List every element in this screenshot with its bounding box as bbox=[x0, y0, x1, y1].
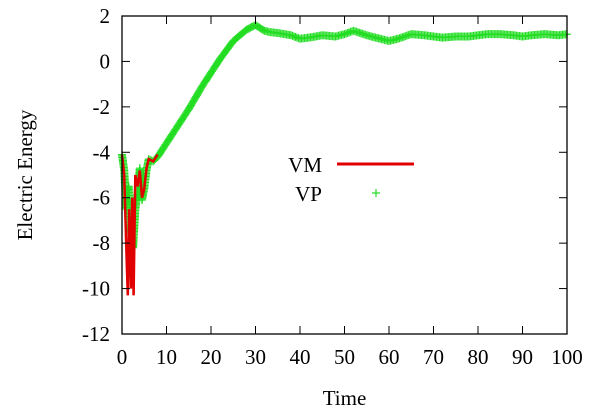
x-tick-label: 10 bbox=[156, 345, 177, 369]
series-vm-line bbox=[120, 153, 159, 296]
legend-vp-marker bbox=[372, 189, 380, 197]
y-axis-label: Electric Energy bbox=[13, 109, 37, 240]
x-tick-label: 70 bbox=[423, 345, 444, 369]
legend: VM VP bbox=[288, 153, 414, 206]
x-tick-label: 0 bbox=[117, 345, 128, 369]
x-axis-label: Time bbox=[323, 386, 367, 410]
plot-frame bbox=[121, 15, 568, 335]
legend-label-vp: VP bbox=[295, 182, 322, 206]
y-tick-label: 0 bbox=[100, 49, 111, 73]
x-tick-label: 100 bbox=[551, 345, 583, 369]
y-tick-label: -8 bbox=[93, 231, 111, 255]
y-tick-label: -6 bbox=[93, 186, 111, 210]
x-tick-label: 90 bbox=[512, 345, 533, 369]
y-tick-label: -10 bbox=[82, 277, 110, 301]
legend-swatch-vp bbox=[372, 189, 380, 197]
y-tick-label: -4 bbox=[93, 140, 111, 164]
y-tick-label: 2 bbox=[100, 4, 111, 28]
x-tick-label: 40 bbox=[290, 345, 311, 369]
y-tick-label: -2 bbox=[93, 95, 111, 119]
x-tick-label: 80 bbox=[468, 345, 489, 369]
series-vp bbox=[118, 21, 571, 252]
x-tick-label: 50 bbox=[334, 345, 355, 369]
data-layer bbox=[118, 21, 571, 296]
legend-label-vm: VM bbox=[288, 153, 322, 177]
x-tick-label: 60 bbox=[379, 345, 400, 369]
x-tick-label: 20 bbox=[201, 345, 222, 369]
y-tick-label: -12 bbox=[82, 322, 110, 346]
ticks-layer: 0 10 20 30 40 50 60 70 80 90 100 -12 -10 -8 -6 -4 -2 0 2 bbox=[82, 4, 583, 369]
x-tick-label: 30 bbox=[245, 345, 266, 369]
